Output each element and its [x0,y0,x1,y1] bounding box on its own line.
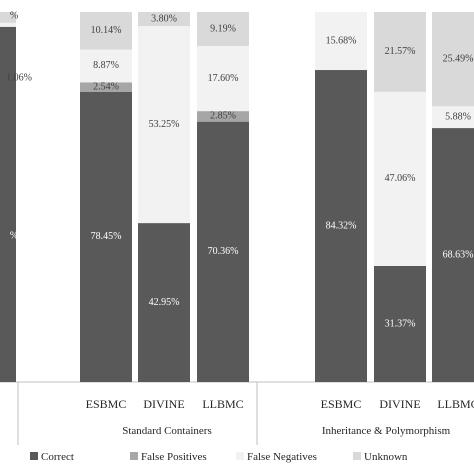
bar-segment-false-negatives [138,26,190,224]
bar-segment-false-positives [80,82,132,92]
x-tick-label: DIVINE [379,397,420,411]
data-label: 1.06% [6,72,32,83]
data-label: 53.25% [149,119,180,130]
x-tick-label: DIVINE [143,397,184,411]
data-label: 78.45% [91,231,122,242]
legend-swatch [30,452,38,460]
x-tick-label: LLBMC [437,397,474,411]
legend-entry: False Negatives [247,451,317,463]
bar-segment-correct [315,70,367,383]
legend-entry: False Positives [141,451,207,463]
bar-segment-unknown [432,12,474,107]
data-label: 15.68% [326,35,357,46]
legend-swatch [130,452,138,460]
bar-segment-false-negatives [374,91,426,266]
data-label: 8.87% [93,60,119,71]
data-label: 25.49% [443,53,474,64]
data-label: 70.36% [208,246,239,257]
data-label: 47.06% [385,173,416,184]
legend-swatch [236,452,244,460]
bar-segment-unknown [80,12,132,50]
group-label: Inheritance & Polymorphism [322,425,451,437]
bar-segment-correct [138,223,190,382]
bar-segment-false-negatives [315,12,367,71]
legend-entry: Unknown [364,451,408,463]
bar-segment-correct [374,265,426,382]
data-label: 42.95% [149,297,180,308]
bar-segment-false-negatives [80,49,132,83]
legend-swatch [353,452,361,460]
bar-segment-correct [0,26,16,383]
data-label: 84.32% [326,220,357,231]
bar-segment-false-negatives [197,46,249,112]
data-label: 3.80% [151,13,177,24]
x-tick-label: LLBMC [202,397,243,411]
data-label: 68.63% [443,249,474,260]
bar-segment-unknown [374,12,426,92]
data-label: 2.85% [210,111,236,122]
x-tick-label: ESBMC [321,397,362,411]
bar-segment-false-negatives [0,22,16,27]
bar-segment-correct [80,91,132,383]
data-label: 10.14% [91,25,122,36]
data-label: % [10,10,18,21]
data-label: % [10,230,18,241]
bar-segment-correct [197,121,249,382]
bar-segment-unknown [0,12,16,23]
bar-segment-unknown [197,12,249,47]
data-label: 31.37% [385,318,416,329]
bar-segment-unknown [138,12,190,27]
legend-entry: Correct [41,451,74,463]
data-label: 17.60% [208,73,239,84]
bar-segment-false-positives [197,111,249,122]
group-label: Standard Containers [122,425,212,437]
data-label: 5.88% [445,111,471,122]
x-tick-label: ESBMC [86,397,127,411]
data-label: 2.54% [93,81,119,92]
data-label: 9.19% [210,23,236,34]
bar-segment-false-negatives [432,106,474,129]
data-label: 21.57% [385,46,416,57]
bar-segment-correct [432,128,474,382]
